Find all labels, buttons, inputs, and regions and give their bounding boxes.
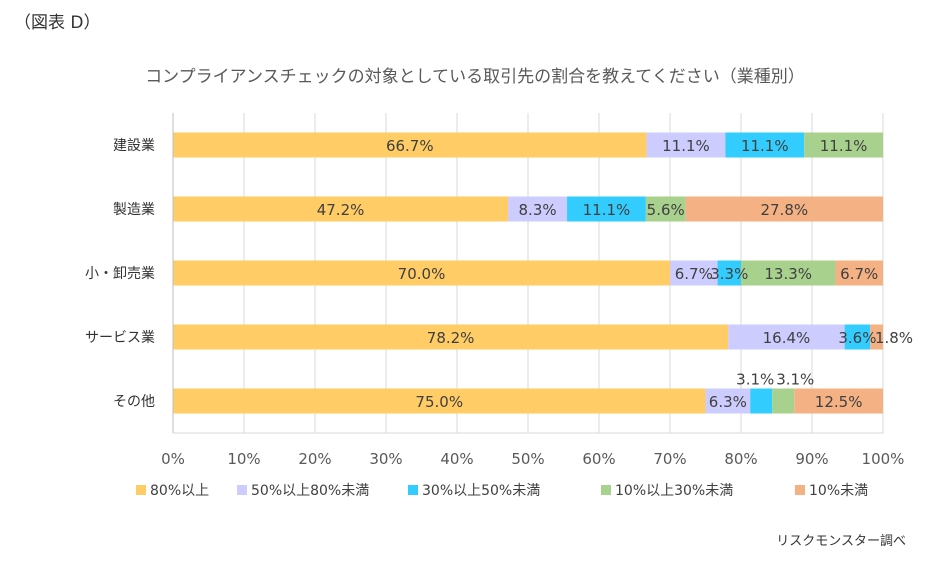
bar-segment xyxy=(685,196,883,222)
data-label: 6.3% xyxy=(709,393,747,411)
x-tick-label: 90% xyxy=(795,450,828,468)
x-tick-label: 20% xyxy=(298,450,331,468)
bar-segment xyxy=(670,260,718,286)
legend-label: 10%未満 xyxy=(809,483,868,499)
legend-swatch xyxy=(795,485,805,495)
x-tick-label: 50% xyxy=(511,450,544,468)
legend: 80%以上 50%以上80%未満 30%以上50%未満 10%以上30%未満 10%未満 xyxy=(136,483,868,499)
axes: 0% 10% 20% 30% 40% 50% 60% 70% 80% 90% 100% 建設業製造業小… xyxy=(85,113,904,468)
x-tick-label: 70% xyxy=(653,450,686,468)
data-label: 3.1% xyxy=(736,371,774,389)
category-label: 建設業 xyxy=(113,138,155,154)
data-label: 6.7% xyxy=(675,265,713,283)
category-label: 小・卸売業 xyxy=(85,266,155,282)
x-tick-label: 10% xyxy=(227,450,260,468)
data-labels: 66.7% 11.1% 11.1% 11.1% 47.2% 8.3% 11.1% 5.6% 27… xyxy=(317,137,913,411)
bar-segment xyxy=(173,132,647,158)
data-label: 6.7% xyxy=(840,265,878,283)
bar-segment xyxy=(870,324,883,350)
data-label: 11.1% xyxy=(741,137,789,155)
data-label: 3.3% xyxy=(710,265,748,283)
bar-segment xyxy=(173,196,509,222)
data-label: 8.3% xyxy=(519,201,557,219)
figure-label: （図表 D） xyxy=(14,13,101,33)
data-label: 11.1% xyxy=(662,137,710,155)
bars xyxy=(173,132,883,414)
bar-segment xyxy=(728,324,845,350)
data-label: 12.5% xyxy=(815,393,863,411)
category-label: その他 xyxy=(113,394,155,410)
data-label: 78.2% xyxy=(427,329,475,347)
x-tick-label: 30% xyxy=(369,450,402,468)
bar-segment xyxy=(646,132,726,158)
bar-segment xyxy=(741,260,836,286)
data-label: 3.6% xyxy=(838,329,876,347)
x-tick-label: 80% xyxy=(724,450,757,468)
legend-swatch xyxy=(601,485,611,495)
data-label: 27.8% xyxy=(760,201,808,219)
bar-segment xyxy=(750,388,773,414)
source-note: リスクモンスター調べ xyxy=(776,534,906,549)
data-label: 11.1% xyxy=(583,201,631,219)
bar-segment xyxy=(804,132,883,158)
legend-label: 50%以上80%未満 xyxy=(251,483,369,499)
bar-segment xyxy=(705,388,751,414)
bar-segment xyxy=(567,196,646,222)
data-label: 16.4% xyxy=(763,329,811,347)
data-label: 13.3% xyxy=(764,265,812,283)
bar-segment xyxy=(725,132,805,158)
data-label: 1.8% xyxy=(875,329,913,347)
legend-label: 30%以上50%未満 xyxy=(422,483,540,499)
x-tick-label: 0% xyxy=(161,450,185,468)
x-tick-label: 60% xyxy=(582,450,615,468)
legend-label: 80%以上 xyxy=(150,483,209,499)
legend-swatch xyxy=(136,485,146,495)
legend-swatch xyxy=(408,485,418,495)
legend-swatch xyxy=(237,485,247,495)
bar-segment xyxy=(794,388,883,414)
category-label: サービス業 xyxy=(85,330,155,346)
data-label: 66.7% xyxy=(386,137,434,155)
data-label: 3.1% xyxy=(776,371,814,389)
bar-segment xyxy=(844,324,871,350)
data-label: 5.6% xyxy=(647,201,685,219)
data-label: 75.0% xyxy=(415,393,463,411)
bar-segment xyxy=(508,196,568,222)
data-label: 70.0% xyxy=(398,265,446,283)
bar-segment xyxy=(645,196,686,222)
data-label: 11.1% xyxy=(820,137,868,155)
bar-segment xyxy=(173,388,706,414)
bar-segment xyxy=(173,260,670,286)
bar-segment xyxy=(835,260,883,286)
bar-segment xyxy=(772,388,795,414)
data-label: 47.2% xyxy=(317,201,365,219)
bar-segment xyxy=(717,260,741,286)
bar-segment xyxy=(173,324,729,350)
category-label: 製造業 xyxy=(113,202,155,218)
chart-title: コンプライアンスチェックの対象としている取引先の割合を教えてください（業種別） xyxy=(145,67,805,87)
x-tick-label: 40% xyxy=(440,450,473,468)
x-tick-label: 100% xyxy=(862,450,905,468)
legend-label: 10%以上30%未満 xyxy=(615,483,733,499)
